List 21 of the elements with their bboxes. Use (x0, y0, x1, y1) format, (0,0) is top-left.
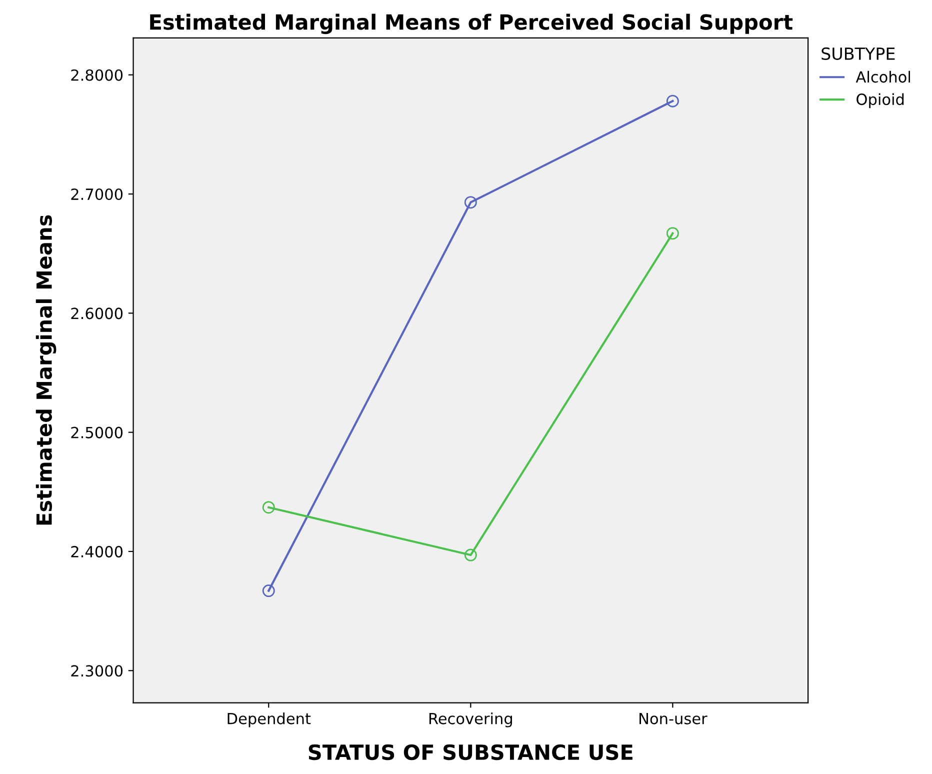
point (464, 196, 477, 209)
x-tick-label: Recovering (429, 712, 512, 728)
y-tick-label: 2.7000 (71, 188, 123, 200)
y-tick-label: 2.8000 (71, 69, 123, 81)
x-axis-title: STATUS OF SUBSTANCE USE (308, 744, 632, 760)
point (666, 227, 679, 240)
chart-title: Estimated Marginal Means of Perceived Social Support (150, 14, 793, 34)
y-axis-title: Estimated Marginal Means (36, 215, 56, 525)
point (262, 584, 275, 598)
y-tick-label: 2.5000 (71, 426, 123, 438)
point (464, 548, 477, 562)
point (666, 94, 679, 108)
x-tick-label: Non-user (640, 712, 708, 724)
y-tick-label: 2.3000 (71, 665, 123, 677)
point (262, 501, 275, 514)
y-tick-label: 2.6000 (71, 308, 123, 320)
y-tick-label: 2.4000 (71, 546, 123, 558)
legend-title: SUBTYPE (822, 47, 895, 60)
legend-label: Alcohol (856, 70, 910, 83)
x-tick-label: Dependent (228, 712, 311, 728)
legend-label: Opioid (856, 93, 904, 108)
